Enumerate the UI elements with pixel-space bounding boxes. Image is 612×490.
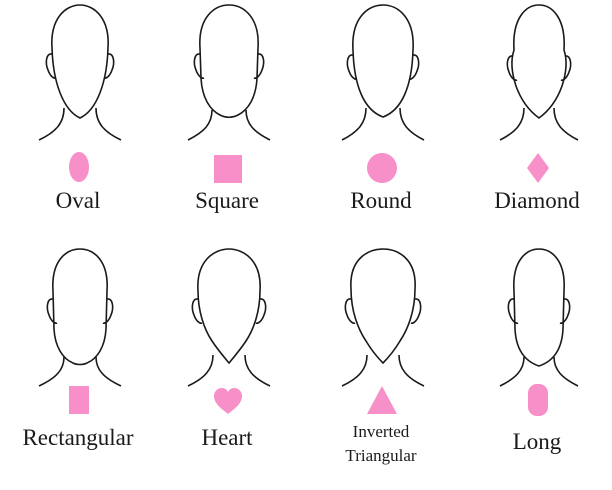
shape-label-line-1: Inverted — [352, 422, 410, 441]
head-outline-icon — [499, 4, 579, 141]
shape-label: Heart — [201, 425, 253, 450]
head-outline-icon — [38, 4, 122, 141]
head-outline-icon — [341, 4, 425, 141]
face-shape-round: Round — [306, 0, 456, 245]
head-outline-icon — [38, 248, 122, 387]
face-shape-inverted-triangular: Inverted Triangular — [306, 245, 456, 490]
shape-label: Round — [350, 188, 412, 213]
face-shape-rectangular: Rectangular — [3, 245, 153, 490]
shape-label: Oval — [55, 188, 101, 213]
face-shape-oval: Oval — [3, 0, 153, 245]
head-outline-icon — [499, 248, 579, 387]
shape-label-line-2: Triangular — [345, 446, 417, 465]
face-shape-long: Long — [462, 245, 612, 490]
shape-label: Square — [195, 188, 259, 213]
head-outline-icon — [187, 248, 271, 387]
face-shape-diamond: Diamond — [462, 0, 612, 245]
shape-label: Long — [512, 429, 562, 454]
head-outline-icon — [187, 4, 271, 141]
face-shape-square: Square — [152, 0, 302, 245]
head-outline-icon — [341, 248, 425, 387]
shape-label: Rectangular — [22, 425, 134, 450]
shape-label: Diamond — [494, 188, 580, 213]
face-shape-heart: Heart — [152, 245, 302, 490]
